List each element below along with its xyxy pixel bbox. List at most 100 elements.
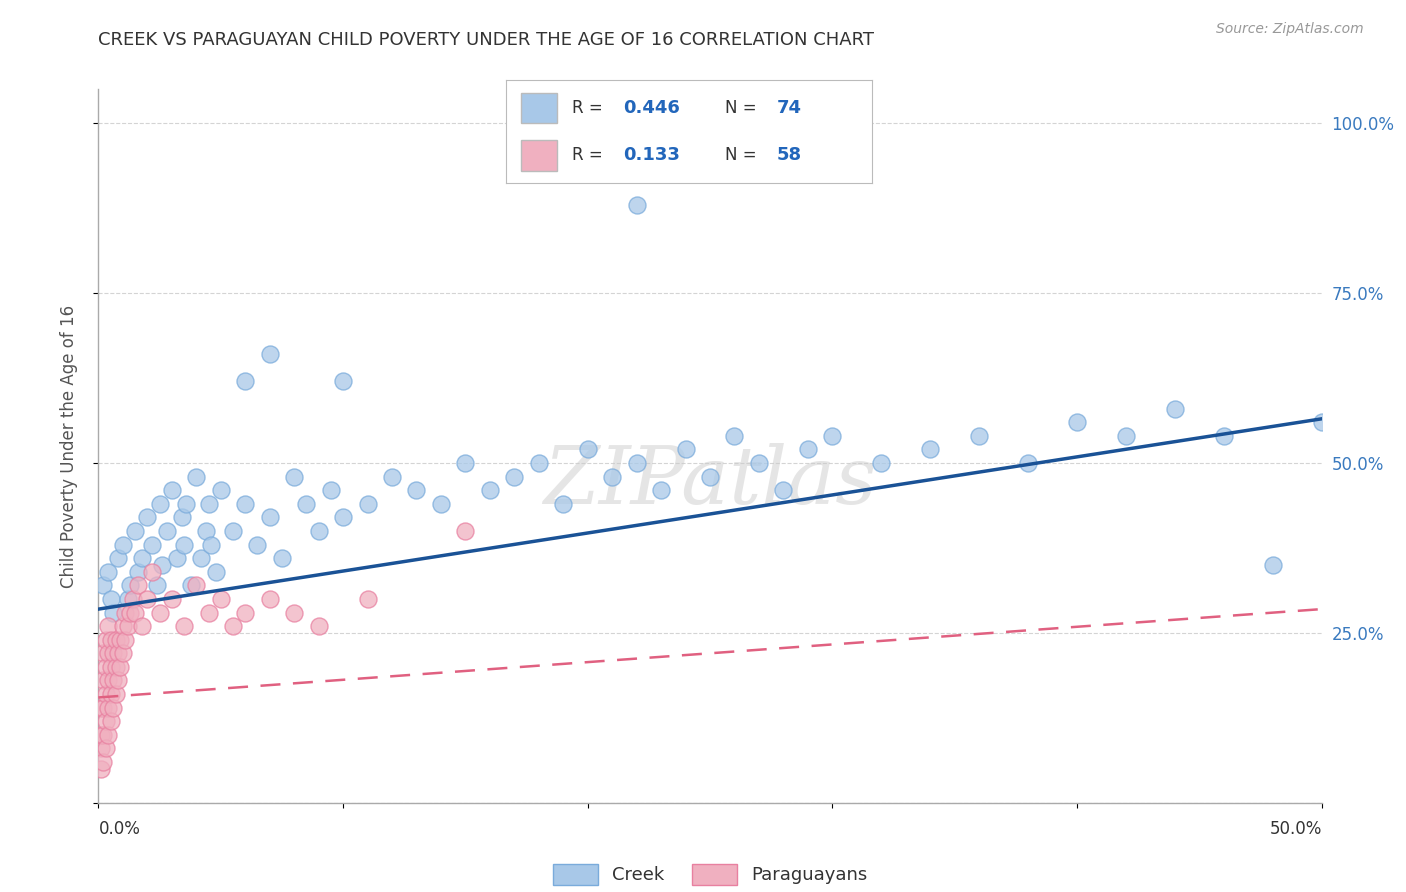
Point <box>104 687 127 701</box>
Point <box>149 497 172 511</box>
Text: R =: R = <box>572 99 607 117</box>
Point <box>107 673 129 688</box>
Point <box>1115 429 1137 443</box>
Point <box>104 660 127 674</box>
Point <box>156 524 179 538</box>
Point <box>97 728 120 742</box>
Point <box>101 606 124 620</box>
Point <box>117 619 139 633</box>
Point <box>160 591 183 606</box>
Point <box>553 497 575 511</box>
Point <box>699 469 721 483</box>
Point <box>748 456 770 470</box>
Point <box>332 510 354 524</box>
Point <box>190 551 212 566</box>
Point <box>94 714 117 729</box>
Point <box>186 578 208 592</box>
Point <box>821 429 844 443</box>
Point <box>283 469 305 483</box>
Point <box>222 619 245 633</box>
Text: 0.446: 0.446 <box>623 99 681 117</box>
Point <box>101 700 124 714</box>
Point <box>222 524 245 538</box>
Point <box>967 429 990 443</box>
Point <box>90 762 112 776</box>
Point <box>797 442 820 457</box>
Point <box>97 673 120 688</box>
Point <box>107 646 129 660</box>
Point <box>160 483 183 498</box>
Point <box>209 591 232 606</box>
Point <box>100 660 122 674</box>
Point <box>180 578 202 592</box>
Point <box>94 632 117 647</box>
Point <box>104 632 127 647</box>
Point <box>319 483 342 498</box>
Text: 58: 58 <box>776 146 801 164</box>
Point <box>356 591 378 606</box>
Text: CREEK VS PARAGUAYAN CHILD POVERTY UNDER THE AGE OF 16 CORRELATION CHART: CREEK VS PARAGUAYAN CHILD POVERTY UNDER … <box>98 31 875 49</box>
Point <box>101 673 124 688</box>
Point <box>283 606 305 620</box>
Point <box>117 591 139 606</box>
Point <box>97 646 120 660</box>
Text: N =: N = <box>725 146 762 164</box>
Point <box>149 606 172 620</box>
Point <box>308 524 330 538</box>
Point <box>209 483 232 498</box>
Point <box>576 442 599 457</box>
Point <box>136 510 159 524</box>
Point <box>650 483 672 498</box>
Point <box>381 469 404 483</box>
Point <box>114 606 136 620</box>
Point <box>100 632 122 647</box>
Text: 0.0%: 0.0% <box>98 820 141 838</box>
Point <box>870 456 893 470</box>
FancyBboxPatch shape <box>520 93 557 123</box>
Point <box>110 660 132 674</box>
Point <box>97 700 120 714</box>
Point <box>1310 415 1333 429</box>
Text: 74: 74 <box>776 99 801 117</box>
Point <box>626 456 648 470</box>
Point <box>1017 456 1039 470</box>
Point <box>454 456 477 470</box>
Point <box>91 578 114 592</box>
Point <box>111 646 134 660</box>
FancyBboxPatch shape <box>520 140 557 170</box>
Point <box>90 728 112 742</box>
Point <box>308 619 330 633</box>
Point <box>186 469 208 483</box>
Point <box>94 660 117 674</box>
Point <box>121 591 143 606</box>
Point <box>173 537 195 551</box>
Point <box>120 606 142 620</box>
Point <box>356 497 378 511</box>
Point <box>1066 415 1088 429</box>
Point <box>675 442 697 457</box>
Point <box>101 646 124 660</box>
Point <box>150 558 173 572</box>
Text: Source: ZipAtlas.com: Source: ZipAtlas.com <box>1216 22 1364 37</box>
Point <box>166 551 188 566</box>
Point <box>136 591 159 606</box>
Point <box>454 524 477 538</box>
Point <box>173 619 195 633</box>
Point <box>114 632 136 647</box>
Point <box>197 497 219 511</box>
Point <box>233 606 256 620</box>
Point <box>170 510 193 524</box>
Point <box>124 606 146 620</box>
Text: 0.133: 0.133 <box>623 146 681 164</box>
Point <box>111 619 134 633</box>
Text: ZIPatlas: ZIPatlas <box>543 443 877 520</box>
Point <box>270 551 294 566</box>
Point <box>723 429 745 443</box>
Point <box>141 565 163 579</box>
Point <box>195 524 218 538</box>
Point <box>91 646 114 660</box>
Point <box>97 565 120 579</box>
Point <box>197 606 219 620</box>
Point <box>527 456 550 470</box>
Point <box>205 565 228 579</box>
